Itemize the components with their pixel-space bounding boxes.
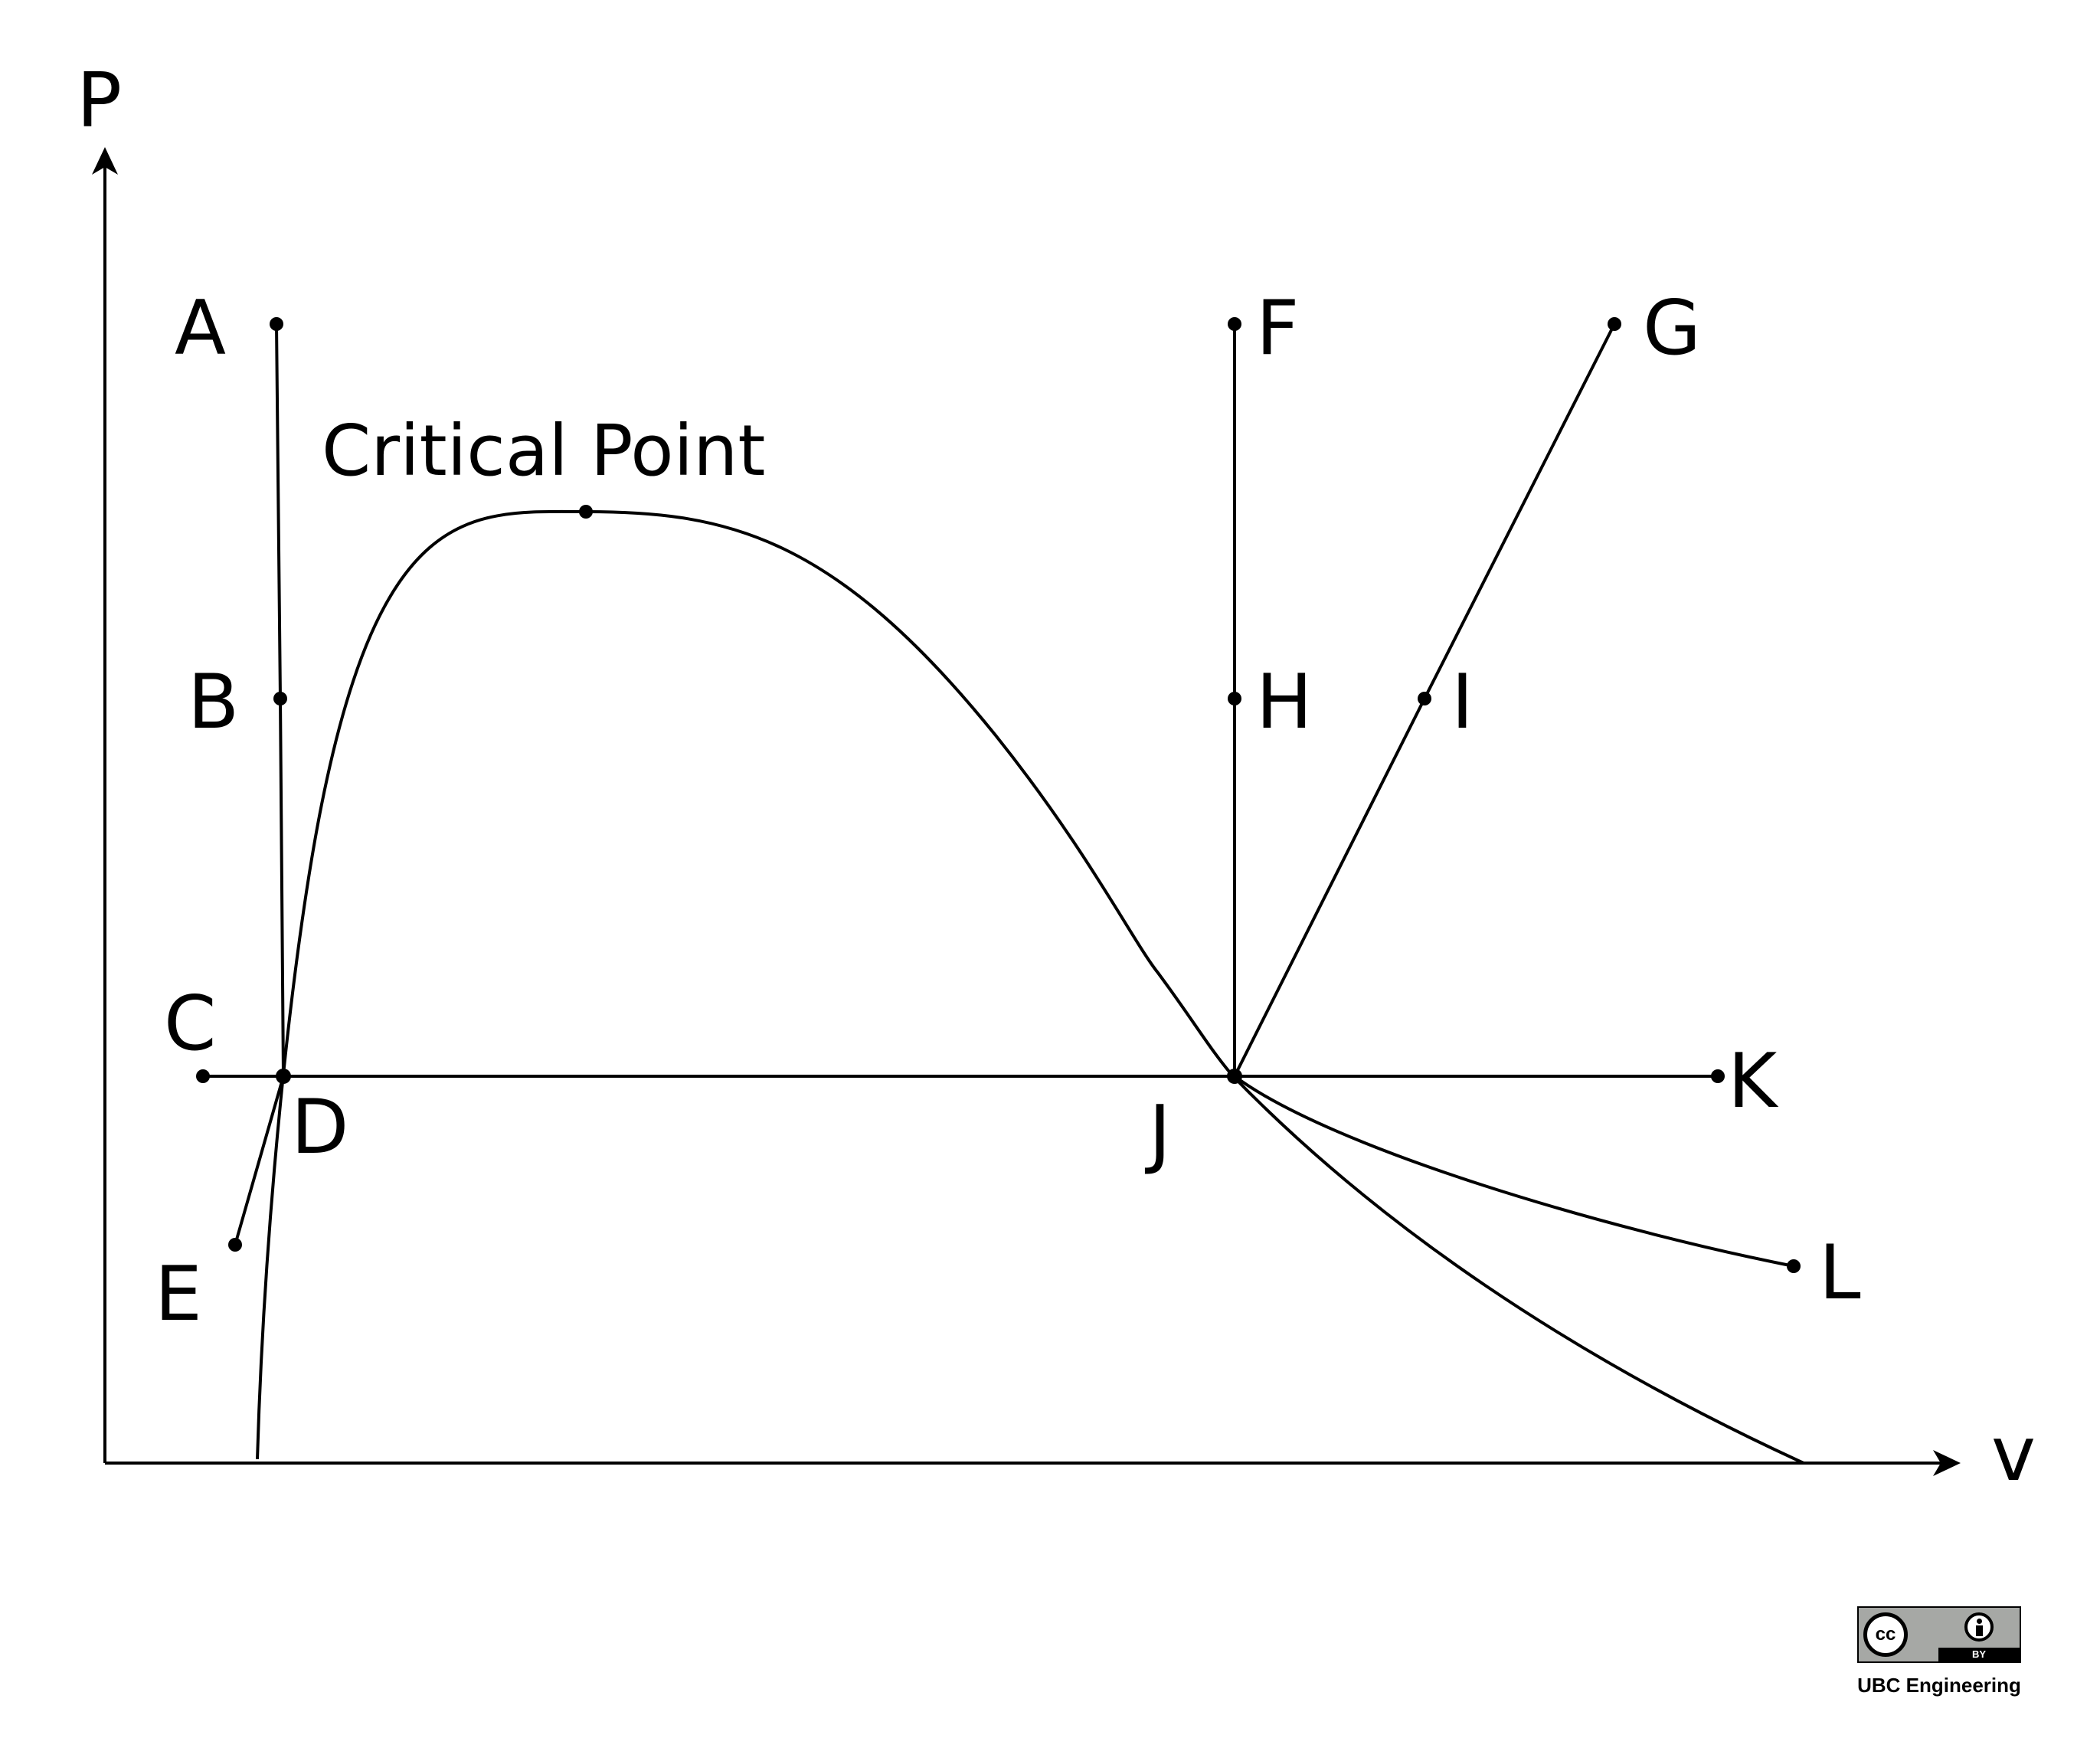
y-axis-label: P [77, 57, 122, 145]
line-a-e [234, 323, 286, 1246]
label-a: A [175, 285, 226, 372]
y-axis-arrowhead [92, 147, 118, 175]
label-i: I [1451, 659, 1474, 746]
point-h [1228, 692, 1241, 705]
label-c: C [164, 980, 216, 1068]
label-g: G [1643, 285, 1701, 372]
label-e: E [155, 1251, 202, 1338]
point-critical [579, 505, 593, 519]
label-f: F [1256, 285, 1299, 372]
point-b [273, 692, 287, 705]
by-label: BY [1938, 1648, 2020, 1661]
point-i [1418, 692, 1431, 705]
point-j [1227, 1069, 1242, 1084]
x-axis-label: v [1991, 1411, 2036, 1498]
saturation-dome-curve [256, 509, 1804, 1465]
label-b: B [188, 659, 239, 746]
license-caption: UBC Engineering [1857, 1674, 2021, 1697]
label-d: D [291, 1084, 348, 1171]
label-j: J [1144, 1090, 1171, 1177]
point-k [1711, 1069, 1725, 1083]
point-f [1228, 317, 1241, 331]
label-k: K [1728, 1038, 1779, 1125]
cc-icon: cc [1863, 1612, 1908, 1657]
point-g [1608, 317, 1621, 331]
point-l [1787, 1259, 1801, 1273]
point-e [228, 1238, 242, 1252]
point-a [270, 317, 283, 331]
point-d [276, 1069, 291, 1084]
license-badge-area: cc BY UBC Engineering [1857, 1606, 2023, 1697]
point-c [196, 1069, 210, 1083]
x-axis-arrowhead [1933, 1450, 1961, 1476]
attribution-icon [1964, 1612, 1994, 1642]
curve-j-l [1233, 1075, 1794, 1268]
label-h: H [1256, 659, 1313, 746]
label-l: L [1819, 1229, 1861, 1317]
cc-by-license-badge: cc BY [1857, 1606, 2021, 1663]
critical-point-label: Critical Point [322, 410, 765, 492]
